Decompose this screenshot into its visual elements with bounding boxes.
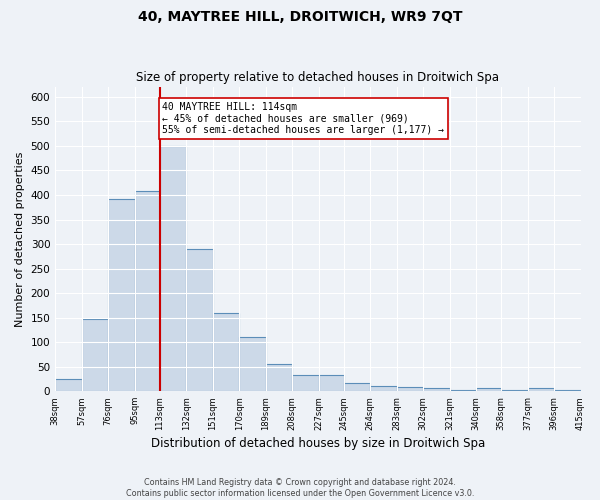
- Title: Size of property relative to detached houses in Droitwich Spa: Size of property relative to detached ho…: [136, 72, 499, 85]
- Bar: [239, 337, 266, 391]
- Bar: [344, 383, 370, 391]
- Bar: [82, 318, 108, 391]
- Bar: [186, 249, 212, 391]
- Bar: [319, 375, 344, 391]
- Bar: [449, 390, 476, 391]
- Bar: [108, 199, 134, 391]
- Bar: [55, 379, 82, 391]
- Bar: [527, 388, 554, 391]
- Bar: [501, 390, 527, 391]
- Bar: [476, 388, 501, 391]
- Bar: [370, 386, 397, 391]
- Bar: [212, 312, 239, 391]
- Bar: [134, 191, 160, 391]
- Y-axis label: Number of detached properties: Number of detached properties: [15, 152, 25, 327]
- Bar: [266, 364, 292, 391]
- Bar: [423, 388, 449, 391]
- Bar: [397, 388, 423, 391]
- Text: 40 MAYTREE HILL: 114sqm
← 45% of detached houses are smaller (969)
55% of semi-d: 40 MAYTREE HILL: 114sqm ← 45% of detache…: [163, 102, 445, 135]
- Text: Contains HM Land Registry data © Crown copyright and database right 2024.
Contai: Contains HM Land Registry data © Crown c…: [126, 478, 474, 498]
- Bar: [554, 390, 581, 391]
- Text: 40, MAYTREE HILL, DROITWICH, WR9 7QT: 40, MAYTREE HILL, DROITWICH, WR9 7QT: [138, 10, 462, 24]
- X-axis label: Distribution of detached houses by size in Droitwich Spa: Distribution of detached houses by size …: [151, 437, 485, 450]
- Bar: [292, 375, 319, 391]
- Bar: [160, 146, 186, 391]
